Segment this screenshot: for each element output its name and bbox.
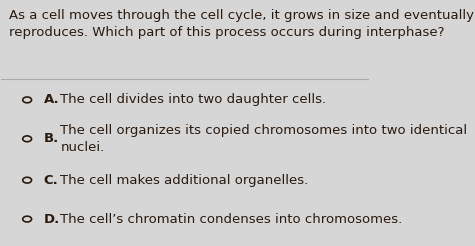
- Text: The cell organizes its copied chromosomes into two identical
nuclei.: The cell organizes its copied chromosome…: [60, 124, 467, 154]
- Text: The cell divides into two daughter cells.: The cell divides into two daughter cells…: [60, 93, 326, 106]
- Text: As a cell moves through the cell cycle, it grows in size and eventually
reproduc: As a cell moves through the cell cycle, …: [9, 9, 474, 39]
- Text: The cell’s chromatin condenses into chromosomes.: The cell’s chromatin condenses into chro…: [60, 213, 402, 226]
- Text: C.: C.: [44, 174, 58, 187]
- Text: A.: A.: [44, 93, 59, 106]
- Text: D.: D.: [44, 213, 60, 226]
- Text: B.: B.: [44, 132, 59, 145]
- Text: The cell makes additional organelles.: The cell makes additional organelles.: [60, 174, 309, 187]
